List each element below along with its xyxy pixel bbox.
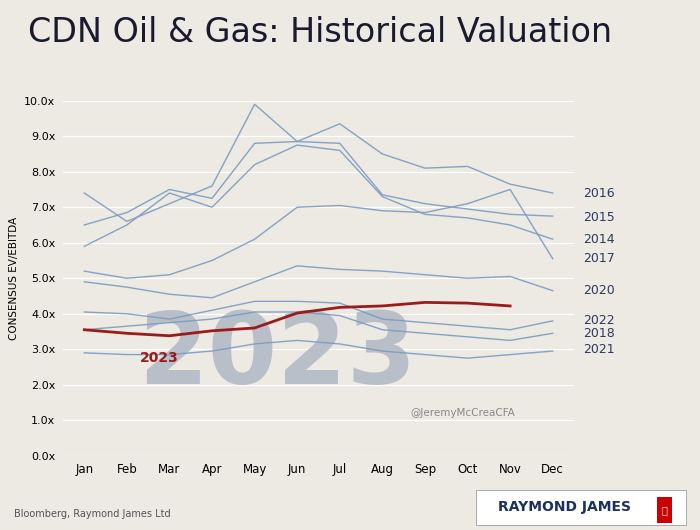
Text: 2015: 2015: [583, 211, 615, 224]
Text: 🍁: 🍁: [662, 505, 667, 515]
Text: 2023: 2023: [139, 308, 416, 405]
Text: Bloomberg, Raymond James Ltd: Bloomberg, Raymond James Ltd: [14, 509, 171, 519]
Y-axis label: CONSENSUS EV/EBITDA: CONSENSUS EV/EBITDA: [8, 217, 19, 340]
Text: 2016: 2016: [583, 187, 615, 199]
Text: CDN Oil & Gas: Historical Valuation: CDN Oil & Gas: Historical Valuation: [28, 16, 612, 49]
Text: 2018: 2018: [583, 327, 615, 340]
Text: @JeremyMcCreaCFA: @JeremyMcCreaCFA: [410, 408, 515, 418]
Text: 2023: 2023: [139, 351, 178, 365]
Text: 2017: 2017: [583, 252, 615, 265]
Text: RAYMOND JAMES: RAYMOND JAMES: [498, 500, 631, 515]
Text: 2014: 2014: [583, 233, 615, 246]
Text: 2022: 2022: [583, 314, 615, 328]
Text: 2020: 2020: [583, 284, 615, 297]
Text: 2021: 2021: [583, 343, 615, 356]
